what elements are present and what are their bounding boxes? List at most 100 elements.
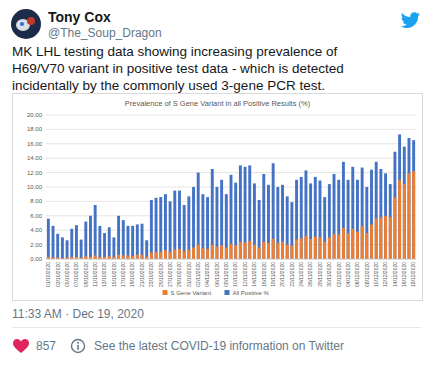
info-dot <box>77 342 79 344</box>
x-tick-label: 29/10/2020 <box>176 262 182 287</box>
x-tick-label: 09/10/2020 <box>83 262 89 287</box>
avatar-shape <box>20 22 24 26</box>
info-icon <box>70 338 86 354</box>
covid-info-link[interactable]: See the latest COVID-19 information on T… <box>94 339 344 353</box>
x-tick-label: 31/10/2020 <box>186 262 192 287</box>
like-count: 857 <box>36 339 56 353</box>
bar <box>70 229 73 259</box>
bar <box>56 234 59 259</box>
twitter-logo <box>400 10 422 30</box>
x-tick-label: 20/11/2020 <box>279 262 285 287</box>
bar <box>169 252 172 259</box>
bar <box>117 255 120 259</box>
bar <box>164 194 167 259</box>
bar <box>412 140 415 259</box>
bar <box>80 240 83 259</box>
grid-line <box>46 172 416 173</box>
bar <box>375 219 378 259</box>
bar <box>384 216 387 259</box>
bar <box>300 177 303 259</box>
bar <box>295 240 298 259</box>
tweet-text: H69/V70 variant in positive test data - … <box>12 61 344 76</box>
bar <box>230 175 233 259</box>
bar <box>239 165 242 259</box>
bar <box>201 194 204 259</box>
bar <box>183 205 186 259</box>
x-tick-label: 15/10/2020 <box>111 262 117 287</box>
bar <box>206 249 209 259</box>
info-circle <box>72 340 85 353</box>
bar <box>131 226 134 259</box>
bar <box>258 247 261 259</box>
bar <box>286 196 289 259</box>
x-tick-label: 06/11/2020 <box>214 262 220 287</box>
legend-label: All Positive % <box>233 290 270 296</box>
bar <box>136 224 139 259</box>
bar <box>370 224 373 259</box>
legend-swatch <box>225 290 230 295</box>
x-tick-label: 06/12/2020 <box>354 262 360 287</box>
timestamp: 11:33 AM · Dec 19, 2020 <box>12 307 144 321</box>
y-tick-label: 6.00 <box>30 213 42 219</box>
x-tick-label: 16/12/2020 <box>401 262 407 287</box>
like-icon <box>12 338 30 354</box>
bar <box>145 240 148 259</box>
x-tick-label: 10/11/2020 <box>232 262 238 287</box>
bar <box>127 226 130 259</box>
bar <box>239 242 242 259</box>
x-tick-label: 24/11/2020 <box>298 262 304 287</box>
bar <box>183 251 186 259</box>
bar <box>173 191 176 259</box>
x-tick-label: 18/11/2020 <box>270 262 276 287</box>
legend-label: S Gene Variant <box>171 290 212 296</box>
tweet-text: incidentally by the commonly used 3-gene… <box>12 78 325 93</box>
bar <box>403 147 406 259</box>
bar <box>370 170 373 259</box>
chart: Prevalence of S Gene Variant in all Posi… <box>12 93 423 301</box>
chart-frame <box>13 94 423 301</box>
heart <box>13 339 29 353</box>
divider <box>12 327 421 328</box>
bar <box>328 184 331 259</box>
bar <box>201 248 204 259</box>
grid-line <box>46 115 416 116</box>
grid-line <box>46 158 416 159</box>
bar <box>337 180 340 259</box>
chart-title: Prevalence of S Gene Variant in all Posi… <box>125 99 311 108</box>
bar <box>258 200 261 259</box>
bar <box>333 234 336 259</box>
tweet-text: MK LHL testing data showing increasing p… <box>12 44 337 59</box>
bar <box>272 239 275 259</box>
avatar <box>10 8 42 40</box>
x-tick-label: 12/11/2020 <box>242 262 248 287</box>
bar <box>122 220 125 259</box>
bar <box>84 256 87 259</box>
bar <box>389 184 392 259</box>
y-tick-label: 2.00 <box>30 242 42 248</box>
bar <box>304 170 307 259</box>
bar <box>267 185 270 259</box>
bar <box>342 162 345 259</box>
bar <box>253 245 256 259</box>
x-tick-label: 08/11/2020 <box>223 262 229 287</box>
bar <box>351 167 354 259</box>
bar <box>211 245 214 259</box>
x-tick-label: 16/11/2020 <box>261 262 267 287</box>
bar <box>169 201 172 259</box>
x-tick-label: 19/10/2020 <box>129 262 135 287</box>
bar <box>262 174 265 259</box>
bar <box>347 180 350 259</box>
x-tick-label: 14/12/2020 <box>392 262 398 287</box>
bar <box>248 165 251 259</box>
bar <box>234 183 237 259</box>
bar <box>314 177 317 259</box>
bar <box>94 255 97 259</box>
x-tick-label: 26/11/2020 <box>307 262 313 287</box>
x-tick-label: 27/10/2020 <box>167 262 173 287</box>
bar <box>408 138 411 259</box>
bar <box>230 244 233 259</box>
twitter-bird <box>401 12 420 28</box>
x-tick-label: 17/10/2020 <box>120 262 126 287</box>
x-tick-label: 04/11/2020 <box>204 262 210 287</box>
bar <box>187 196 190 259</box>
